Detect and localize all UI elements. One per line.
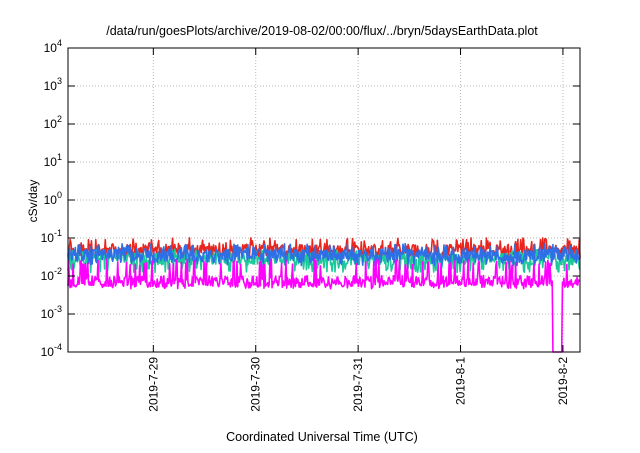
y-tick-label: 10-4 xyxy=(41,342,62,359)
x-tick-label: 2019-8-1 xyxy=(454,357,468,405)
x-tick-label: 2019-7-31 xyxy=(351,357,365,412)
series-line xyxy=(67,242,581,267)
tick-marks xyxy=(68,47,580,353)
grid xyxy=(68,48,580,352)
chart-title: /data/run/goesPlots/archive/2019-08-02/0… xyxy=(106,24,538,38)
y-tick-label: 104 xyxy=(44,38,62,55)
y-tick-label: 103 xyxy=(44,76,62,93)
y-tick-label: 100 xyxy=(44,190,62,207)
x-tick-label: 2019-7-29 xyxy=(146,357,160,412)
series-group xyxy=(67,237,581,353)
y-tick-label: 10-2 xyxy=(41,266,62,283)
series-line xyxy=(67,248,581,274)
x-axis-label: Coordinated Universal Time (UTC) xyxy=(226,430,418,444)
series-line xyxy=(67,258,581,353)
y-axis-label: cSv/day xyxy=(26,180,40,223)
y-tick-label: 101 xyxy=(44,152,62,169)
x-tick-labels: 2019-7-29 2019-7-30 2019-7-31 2019-8-1 2019-… xyxy=(146,357,570,412)
y-tick-labels: 10-4 10-3 10-2 10-1 100 101 102 103 104 xyxy=(41,38,62,359)
y-tick-label: 102 xyxy=(44,114,62,131)
y-tick-label: 10-3 xyxy=(41,304,62,321)
x-tick-label: 2019-7-30 xyxy=(249,357,263,412)
y-tick-label: 10-1 xyxy=(41,228,62,245)
x-tick-label: 2019-8-2 xyxy=(556,357,570,405)
